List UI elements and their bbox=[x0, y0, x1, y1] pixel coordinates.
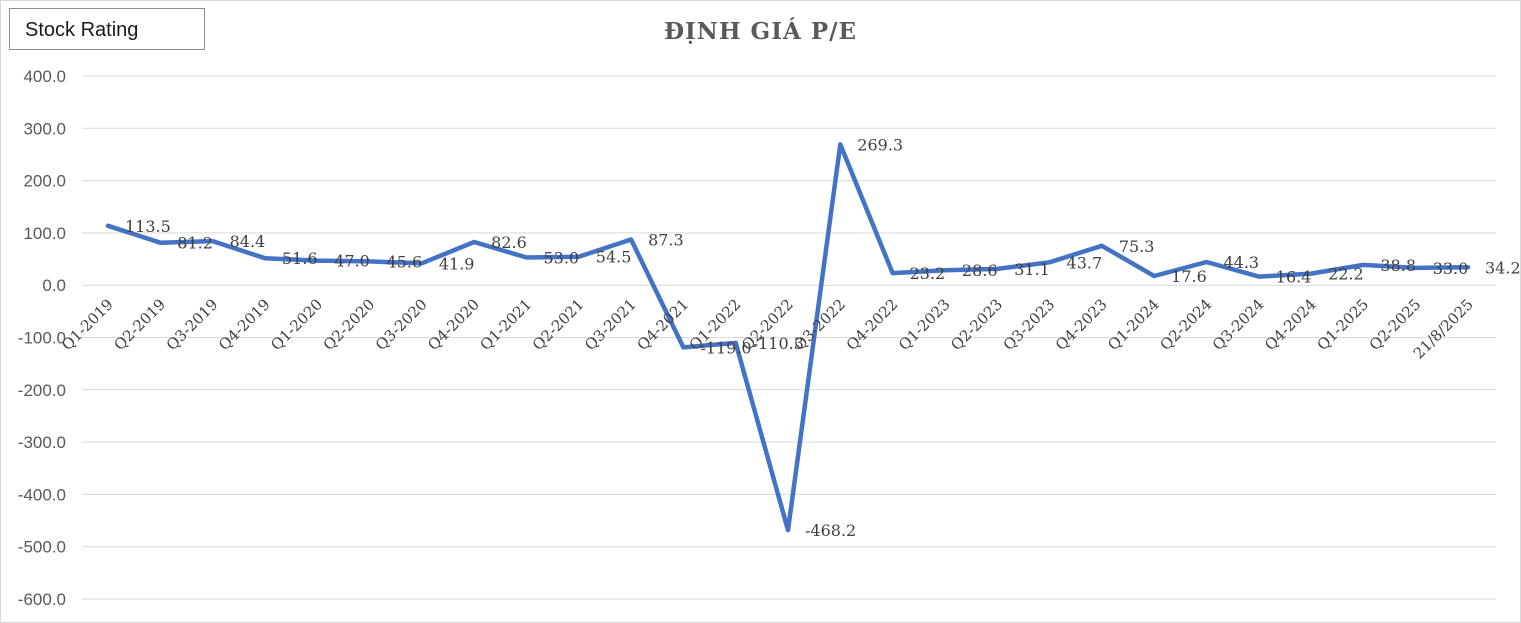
data-label: 38.8 bbox=[1380, 256, 1416, 275]
data-label: 81.2 bbox=[177, 234, 213, 253]
y-tick-label: -500.0 bbox=[18, 538, 66, 557]
x-tick-label: Q1-2024 bbox=[1104, 295, 1163, 354]
data-label: -119.0 bbox=[700, 338, 751, 357]
data-label: 53.0 bbox=[543, 248, 579, 267]
data-label: 31.1 bbox=[1014, 260, 1050, 279]
x-tick-label: Q4-2019 bbox=[215, 295, 274, 354]
x-tick-label: Q1-2023 bbox=[895, 295, 954, 354]
x-tick-label: Q4-2020 bbox=[424, 295, 483, 354]
x-tick-label: Q2-2023 bbox=[947, 295, 1006, 354]
y-tick-label: -300.0 bbox=[18, 433, 66, 452]
x-tick-label: Q2-2020 bbox=[320, 295, 379, 354]
pe-series bbox=[105, 142, 1471, 533]
data-label: 22.2 bbox=[1328, 265, 1364, 284]
data-label: 51.6 bbox=[282, 249, 318, 268]
data-label: 28.6 bbox=[962, 261, 998, 280]
x-tick-label: Q3-2019 bbox=[163, 295, 222, 354]
data-label: 17.6 bbox=[1171, 267, 1207, 286]
y-tick-label: 200.0 bbox=[23, 172, 66, 191]
data-label: -110.3 bbox=[753, 334, 804, 353]
x-tick-label: Q1-2025 bbox=[1313, 295, 1372, 354]
y-tick-label: -400.0 bbox=[18, 485, 66, 504]
y-tick-label: 100.0 bbox=[23, 224, 66, 243]
data-label: 87.3 bbox=[648, 231, 684, 250]
gridlines bbox=[82, 75, 1496, 600]
x-tick-label: Q2-2021 bbox=[529, 295, 588, 354]
y-tick-label: 400.0 bbox=[23, 67, 66, 86]
data-label: 33.0 bbox=[1433, 259, 1469, 278]
y-axis-ticks: 400.0 300.0 200.0 100.0 0.0 -100.0 -200.0 -300.… bbox=[18, 67, 66, 609]
x-tick-label: Q3-2020 bbox=[372, 295, 431, 354]
data-label: 82.6 bbox=[491, 233, 527, 252]
y-tick-label: -600.0 bbox=[18, 590, 66, 609]
x-tick-label: Q4-2024 bbox=[1261, 295, 1320, 354]
data-label: 45.6 bbox=[387, 252, 423, 271]
x-tick-label: Q3-2024 bbox=[1209, 295, 1268, 354]
y-tick-label: -100.0 bbox=[18, 329, 66, 348]
data-label: 43.7 bbox=[1067, 253, 1103, 272]
data-label: 34.2 bbox=[1485, 258, 1521, 277]
y-tick-label: 0.0 bbox=[42, 276, 66, 295]
data-labels: 113.5 81.2 84.4 51.6 47.0 45.6 41.9 82.6 53.0 54.… bbox=[125, 135, 1521, 540]
data-label: 23.2 bbox=[910, 264, 946, 283]
x-tick-label: Q3-2023 bbox=[1000, 295, 1059, 354]
x-tick-label: Q2-2024 bbox=[1157, 295, 1216, 354]
x-tick-label: Q1-2021 bbox=[477, 295, 536, 354]
data-label: 75.3 bbox=[1119, 237, 1155, 256]
x-tick-label: Q4-2022 bbox=[843, 295, 902, 354]
data-label: 41.9 bbox=[439, 254, 475, 273]
data-label: 16.4 bbox=[1276, 268, 1312, 287]
stock-rating-badge: Stock Rating bbox=[9, 8, 205, 50]
x-tick-label: Q4-2023 bbox=[1052, 295, 1111, 354]
y-tick-label: -200.0 bbox=[18, 381, 66, 400]
data-label: 44.3 bbox=[1223, 253, 1259, 272]
data-label: 269.3 bbox=[857, 135, 903, 154]
x-tick-label: Q1-2019 bbox=[58, 295, 117, 354]
y-tick-label: 300.0 bbox=[23, 119, 66, 138]
data-label: -468.2 bbox=[805, 521, 856, 540]
x-tick-label: Q3-2021 bbox=[581, 295, 640, 354]
chart-title: ĐỊNH GIÁ P/E bbox=[663, 18, 858, 45]
data-label: 113.5 bbox=[125, 217, 171, 236]
data-label: 47.0 bbox=[334, 252, 370, 271]
data-label: 84.4 bbox=[230, 232, 266, 251]
x-tick-label: Q1-2020 bbox=[267, 295, 326, 354]
data-label: 54.5 bbox=[596, 248, 632, 267]
x-tick-label: Q2-2019 bbox=[110, 295, 169, 354]
